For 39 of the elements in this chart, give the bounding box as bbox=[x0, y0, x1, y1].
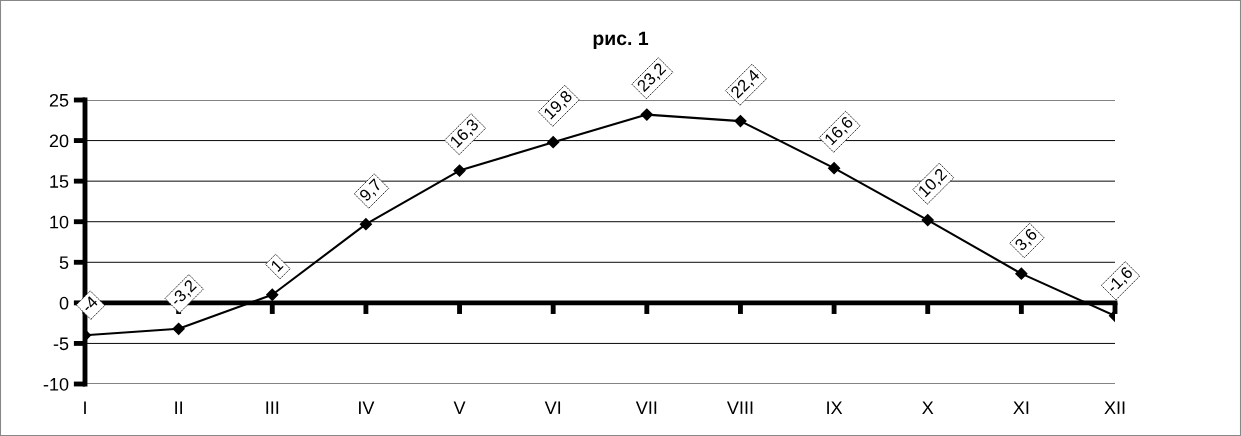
y-tick-label: 20 bbox=[49, 134, 69, 148]
data-label: -1,6 bbox=[1105, 265, 1135, 295]
x-tick-label: XI bbox=[1013, 401, 1029, 414]
x-tick-label: VIII bbox=[726, 401, 753, 414]
point bbox=[359, 218, 373, 231]
point bbox=[640, 108, 653, 121]
y-tick-label: 0 bbox=[59, 296, 69, 310]
data-label: 9,7 bbox=[358, 178, 384, 204]
y-tick-label: 5 bbox=[59, 256, 69, 270]
data-label: -3,2 bbox=[169, 278, 199, 308]
y-tick-label: -10 bbox=[43, 377, 69, 391]
x-tick-label: I bbox=[84, 401, 86, 414]
point bbox=[827, 162, 841, 175]
x-tick-label: XII bbox=[1104, 401, 1125, 414]
data-label: 16,6 bbox=[823, 115, 856, 147]
point bbox=[547, 136, 560, 149]
chart-title: рис. 1 bbox=[593, 31, 649, 50]
data-label: 1 bbox=[270, 258, 284, 272]
data-label: 3,6 bbox=[1014, 227, 1040, 253]
point bbox=[266, 288, 279, 301]
y-tick-label: 15 bbox=[50, 175, 69, 188]
point bbox=[734, 115, 747, 128]
x-tick-label: V bbox=[453, 401, 466, 414]
point bbox=[1015, 267, 1028, 280]
x-tick-label: VII bbox=[635, 401, 657, 414]
point bbox=[172, 322, 185, 335]
x-tick-label: VI bbox=[544, 401, 561, 414]
y-tick-label: 25 bbox=[49, 93, 69, 107]
data-label: -4 bbox=[80, 295, 99, 313]
y-tick-label: 10 bbox=[50, 215, 69, 229]
point bbox=[453, 164, 466, 177]
x-tick-label: IX bbox=[827, 401, 843, 414]
x-tick-label: II bbox=[175, 401, 182, 414]
x-tick-label: III bbox=[266, 401, 279, 414]
x-tick-label: IV bbox=[359, 401, 375, 414]
y-tick-label: -5 bbox=[53, 337, 69, 351]
data-label: 10,2 bbox=[917, 167, 949, 199]
point bbox=[921, 213, 934, 227]
x-tick-label: X bbox=[922, 401, 934, 414]
